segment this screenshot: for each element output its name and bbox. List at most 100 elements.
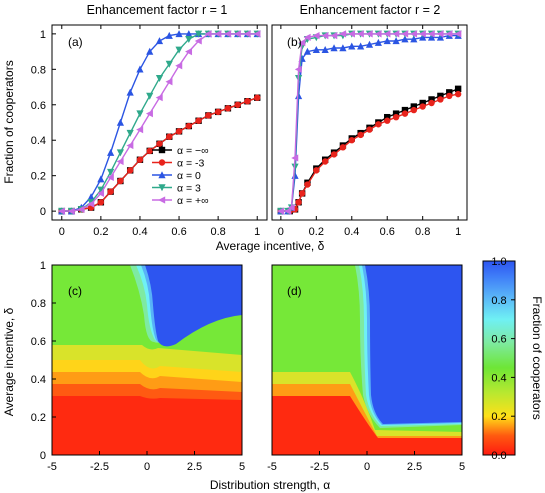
x-tick-label-d-0: -5: [267, 461, 277, 473]
x-tick-label-a-4: 0.8: [210, 226, 225, 238]
legend-label-0: α = −∞: [177, 145, 209, 157]
x-axis-label-top: Average incentive, δ: [216, 239, 325, 253]
data-point-a-3-13: [185, 35, 193, 43]
data-point-a-1-10: [156, 140, 163, 147]
data-point-b-2-16: [392, 37, 400, 45]
panel-label-a: (a): [68, 35, 83, 49]
data-point-a-4-11: [165, 78, 173, 86]
data-point-a-4-19: [243, 30, 251, 38]
x-tick-label-c-0: -5: [47, 461, 57, 473]
data-point-b-4-20: [427, 30, 435, 38]
colorbar: [482, 260, 516, 456]
data-point-a-2-10: [155, 37, 164, 45]
data-point-a-1-19: [244, 98, 251, 105]
data-point-b-1-4: [298, 190, 306, 197]
x-tick-label-a-0: 0: [59, 226, 65, 238]
data-point-b-1-9: [339, 144, 347, 151]
x-tick-label-b-4: 0.8: [415, 226, 430, 238]
data-point-b-4-7: [312, 32, 320, 40]
legend-marker-0: [158, 146, 166, 154]
data-point-b-2-9: [330, 44, 338, 52]
data-point-b-4-9: [330, 32, 338, 40]
y-tick-label-c-1: 0.2: [31, 412, 46, 424]
data-point-b-2-17: [401, 35, 409, 43]
data-point-a-1-9: [146, 147, 153, 155]
data-point-a-4-20: [253, 30, 261, 38]
tick-labels-bottom: -5 -2.5 0 2.5 5 0 0.2 0.4 0.6 0.8 1 -5 -2.5 0 2.5 5: [31, 260, 465, 473]
legend-label-4: α = +∞: [177, 195, 209, 207]
legend-label-3: α = 3: [177, 183, 201, 195]
x-tick-label-b-5: 1: [455, 226, 461, 238]
data-point-b-0-20: [437, 92, 444, 100]
x-tick-label-a-1: 0.2: [93, 226, 108, 238]
y-tick-label-a-0: 0: [40, 206, 46, 218]
data-point-b-4-2: [287, 203, 295, 212]
colorbar-tick-label-4: 0.8: [491, 295, 506, 307]
data-point-b-4-6: [303, 33, 311, 42]
data-point-b-1-20: [437, 96, 444, 103]
data-point-b-2-13: [365, 40, 374, 48]
legend-marker-1: [158, 159, 166, 166]
data-point-a-2-8: [136, 65, 144, 73]
data-point-a-1-7: [126, 167, 134, 174]
y-tick-label-c-4: 0.8: [31, 298, 46, 310]
x-tick-label-b-3: 0.6: [380, 226, 395, 238]
x-tick-label-d-4: 5: [459, 461, 465, 473]
legend-label-1: α = -3: [177, 158, 205, 170]
legend-marker-2: [158, 171, 166, 179]
x-tick-label-b-0: 0: [278, 226, 284, 238]
legend: α = −∞α = -3α = 0α = 3α = +∞: [152, 145, 209, 207]
data-point-a-3-12: [175, 46, 183, 54]
data-point-a-4-16: [214, 30, 222, 38]
y-tick-label-a-5: 1: [40, 29, 46, 41]
data-point-b-0-14: [384, 113, 391, 121]
data-point-b-1-5: [304, 181, 311, 188]
data-point-b-4-15: [383, 30, 391, 38]
data-point-b-2-14: [374, 38, 382, 46]
data-point-b-4-14: [374, 30, 382, 38]
data-point-a-4-7: [126, 141, 134, 150]
data-point-b-1-14: [384, 117, 391, 124]
data-point-a-1-15: [205, 112, 212, 119]
data-point-a-2-6: [116, 118, 125, 126]
data-point-a-4-8: [136, 125, 144, 134]
data-point-a-1-18: [234, 101, 241, 108]
data-point-b-1-6: [313, 167, 320, 174]
data-point-a-2-13: [185, 30, 193, 38]
x-tick-label-d-2: 0: [364, 461, 370, 473]
series-group-a: [57, 30, 261, 215]
data-point-a-4-17: [224, 30, 232, 38]
data-point-b-2-12: [357, 42, 365, 50]
colorbar-tick-label-1: 0.2: [491, 411, 506, 423]
title-a: Enhancement factor r = 1: [87, 3, 228, 17]
data-point-b-0-15: [392, 110, 400, 117]
x-tick-label-b-2: 0.4: [344, 226, 359, 238]
data-point-b-4-4: [294, 65, 302, 73]
data-point-b-4-18: [410, 30, 418, 38]
data-point-a-3-5: [107, 168, 115, 176]
data-point-b-0-18: [419, 99, 426, 107]
data-point-b-1-18: [419, 103, 426, 110]
data-point-a-4-14: [194, 37, 202, 45]
x-tick-label-a-5: 1: [254, 226, 260, 238]
legend-label-2: α = 0: [177, 170, 201, 182]
data-point-a-1-16: [214, 108, 222, 116]
data-point-a-1-17: [224, 105, 232, 112]
data-point-a-1-8: [136, 156, 144, 163]
data-point-a-4-3: [87, 200, 95, 208]
data-point-b-1-10: [348, 137, 355, 144]
tick-labels-top: 0 0.2 0.4 0.6 0.8 1 0 0.2 0.4 0.6 0.8 1 0 0.2 0.4 0.6 0.…: [31, 25, 461, 238]
data-point-a-3-6: [116, 149, 125, 157]
data-point-a-2-7: [126, 88, 134, 96]
data-point-b-2-6: [303, 47, 312, 55]
data-point-a-4-13: [185, 47, 193, 56]
series-group-b: [277, 30, 462, 215]
data-point-b-2-18: [410, 35, 418, 43]
data-point-a-3-7: [126, 129, 134, 137]
data-point-a-4-10: [155, 94, 163, 102]
data-point-a-1-13: [185, 122, 193, 130]
data-point-a-4-1: [67, 207, 75, 215]
legend-marker-3: [158, 184, 166, 192]
data-point-b-0-16: [401, 106, 409, 114]
